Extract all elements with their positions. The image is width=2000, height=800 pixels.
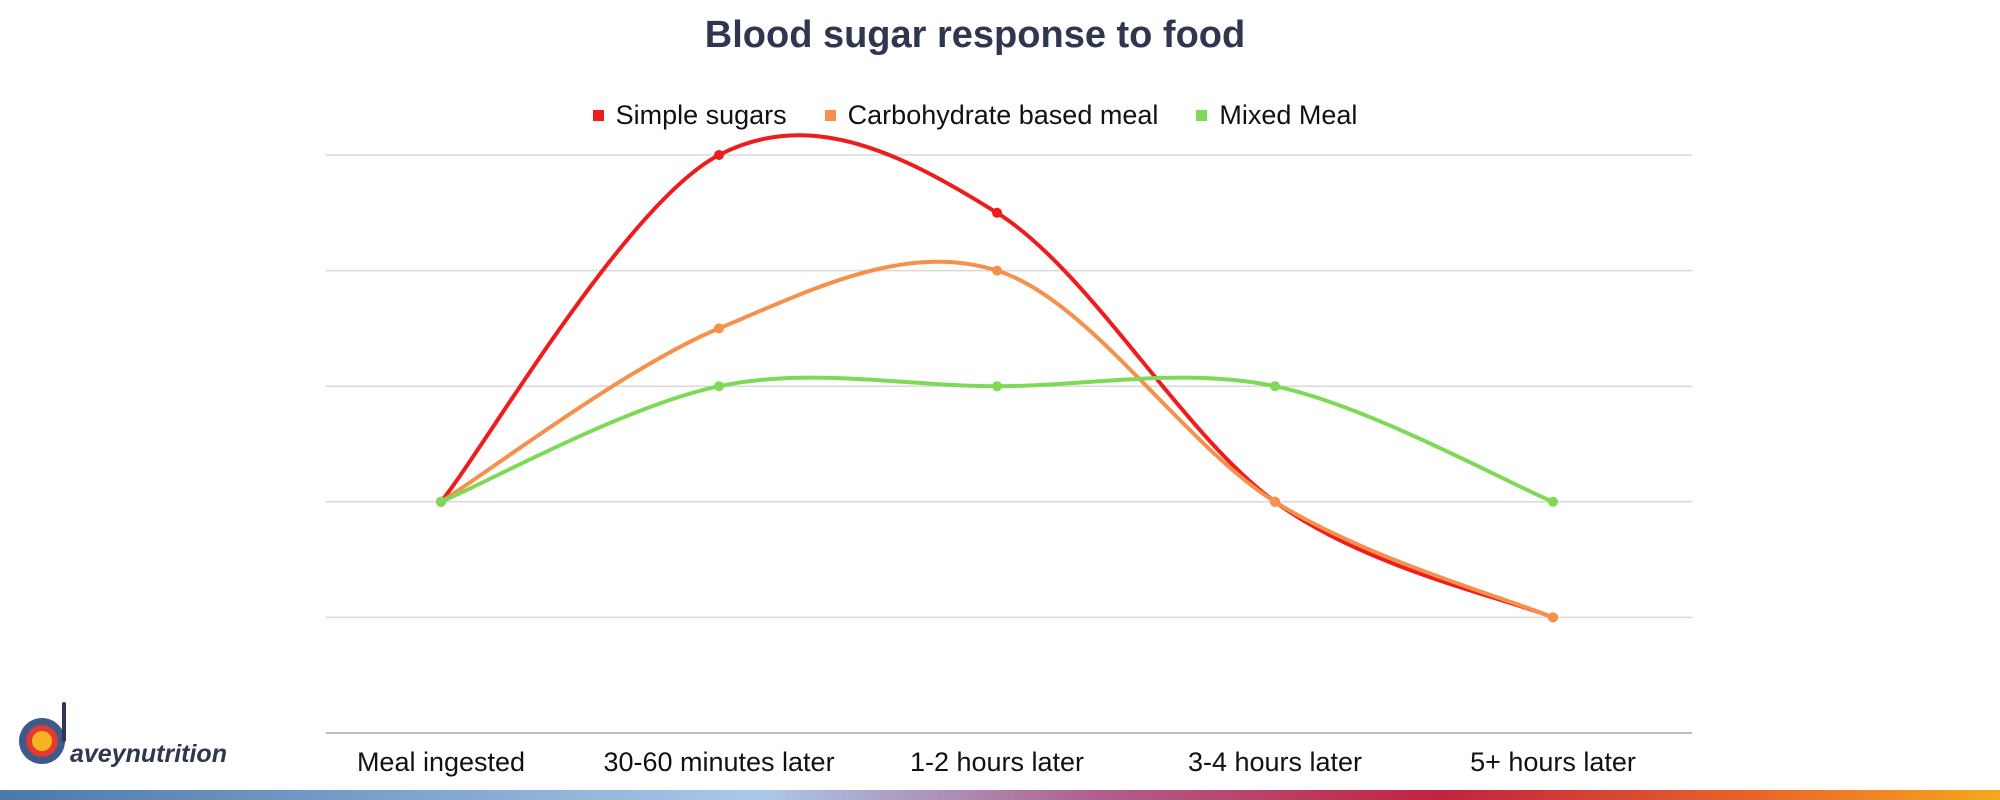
series-line-mixed-meal [439,375,1555,504]
series-line-simple-sugars [439,133,1555,620]
legend-label-carbohydrate-meal: Carbohydrate based meal [847,100,1159,130]
legend-item-carbohydrate-meal: Carbohydrate based meal [824,100,1159,131]
legend-swatch-mixed-meal [1196,110,1208,121]
legend-label-mixed-meal: Mixed Meal [1219,100,1358,130]
legend-swatch-simple-sugars [592,110,604,121]
legend-item-simple-sugars: Simple sugars [592,100,787,131]
x-tick-label: 5+ hours later [1470,747,1636,777]
chart-title: Blood sugar response to food [704,14,1246,56]
data-point-carbohydrate-based-meal [992,265,1002,276]
series-line-carbohydrate-based-meal [439,259,1555,620]
x-tick-label: 30-60 minutes later [603,747,834,777]
x-tick-label: 1-2 hours later [910,747,1084,777]
data-point-mixed-meal [1270,381,1280,392]
logo-wordmark: aveynutrition [70,740,227,768]
daveynutrition-logo: aveynutrition [19,702,227,768]
legend-swatch-carbohydrate-meal [824,110,836,121]
legend-item-mixed-meal: Mixed Meal [1196,100,1357,131]
data-point-mixed-meal [1548,496,1558,507]
data-point-simple-sugars [992,207,1002,218]
data-point-carbohydrate-based-meal [1270,496,1280,507]
logo-stem [62,702,66,742]
x-tick-label: 3-4 hours later [1188,747,1362,777]
logo-center-dot [32,731,52,751]
x-tick-label: Meal ingested [357,747,525,777]
chart-legend: Simple sugars Carbohydrate based meal Mi… [0,100,1950,131]
data-point-mixed-meal [714,381,724,392]
brand-gradient-bar [0,790,2000,800]
data-point-simple-sugars [714,150,724,160]
legend-label-simple-sugars: Simple sugars [615,100,787,130]
data-point-mixed-meal [436,496,446,507]
data-point-carbohydrate-based-meal [1548,612,1558,623]
data-point-mixed-meal [992,381,1002,392]
data-point-carbohydrate-based-meal [714,323,724,334]
